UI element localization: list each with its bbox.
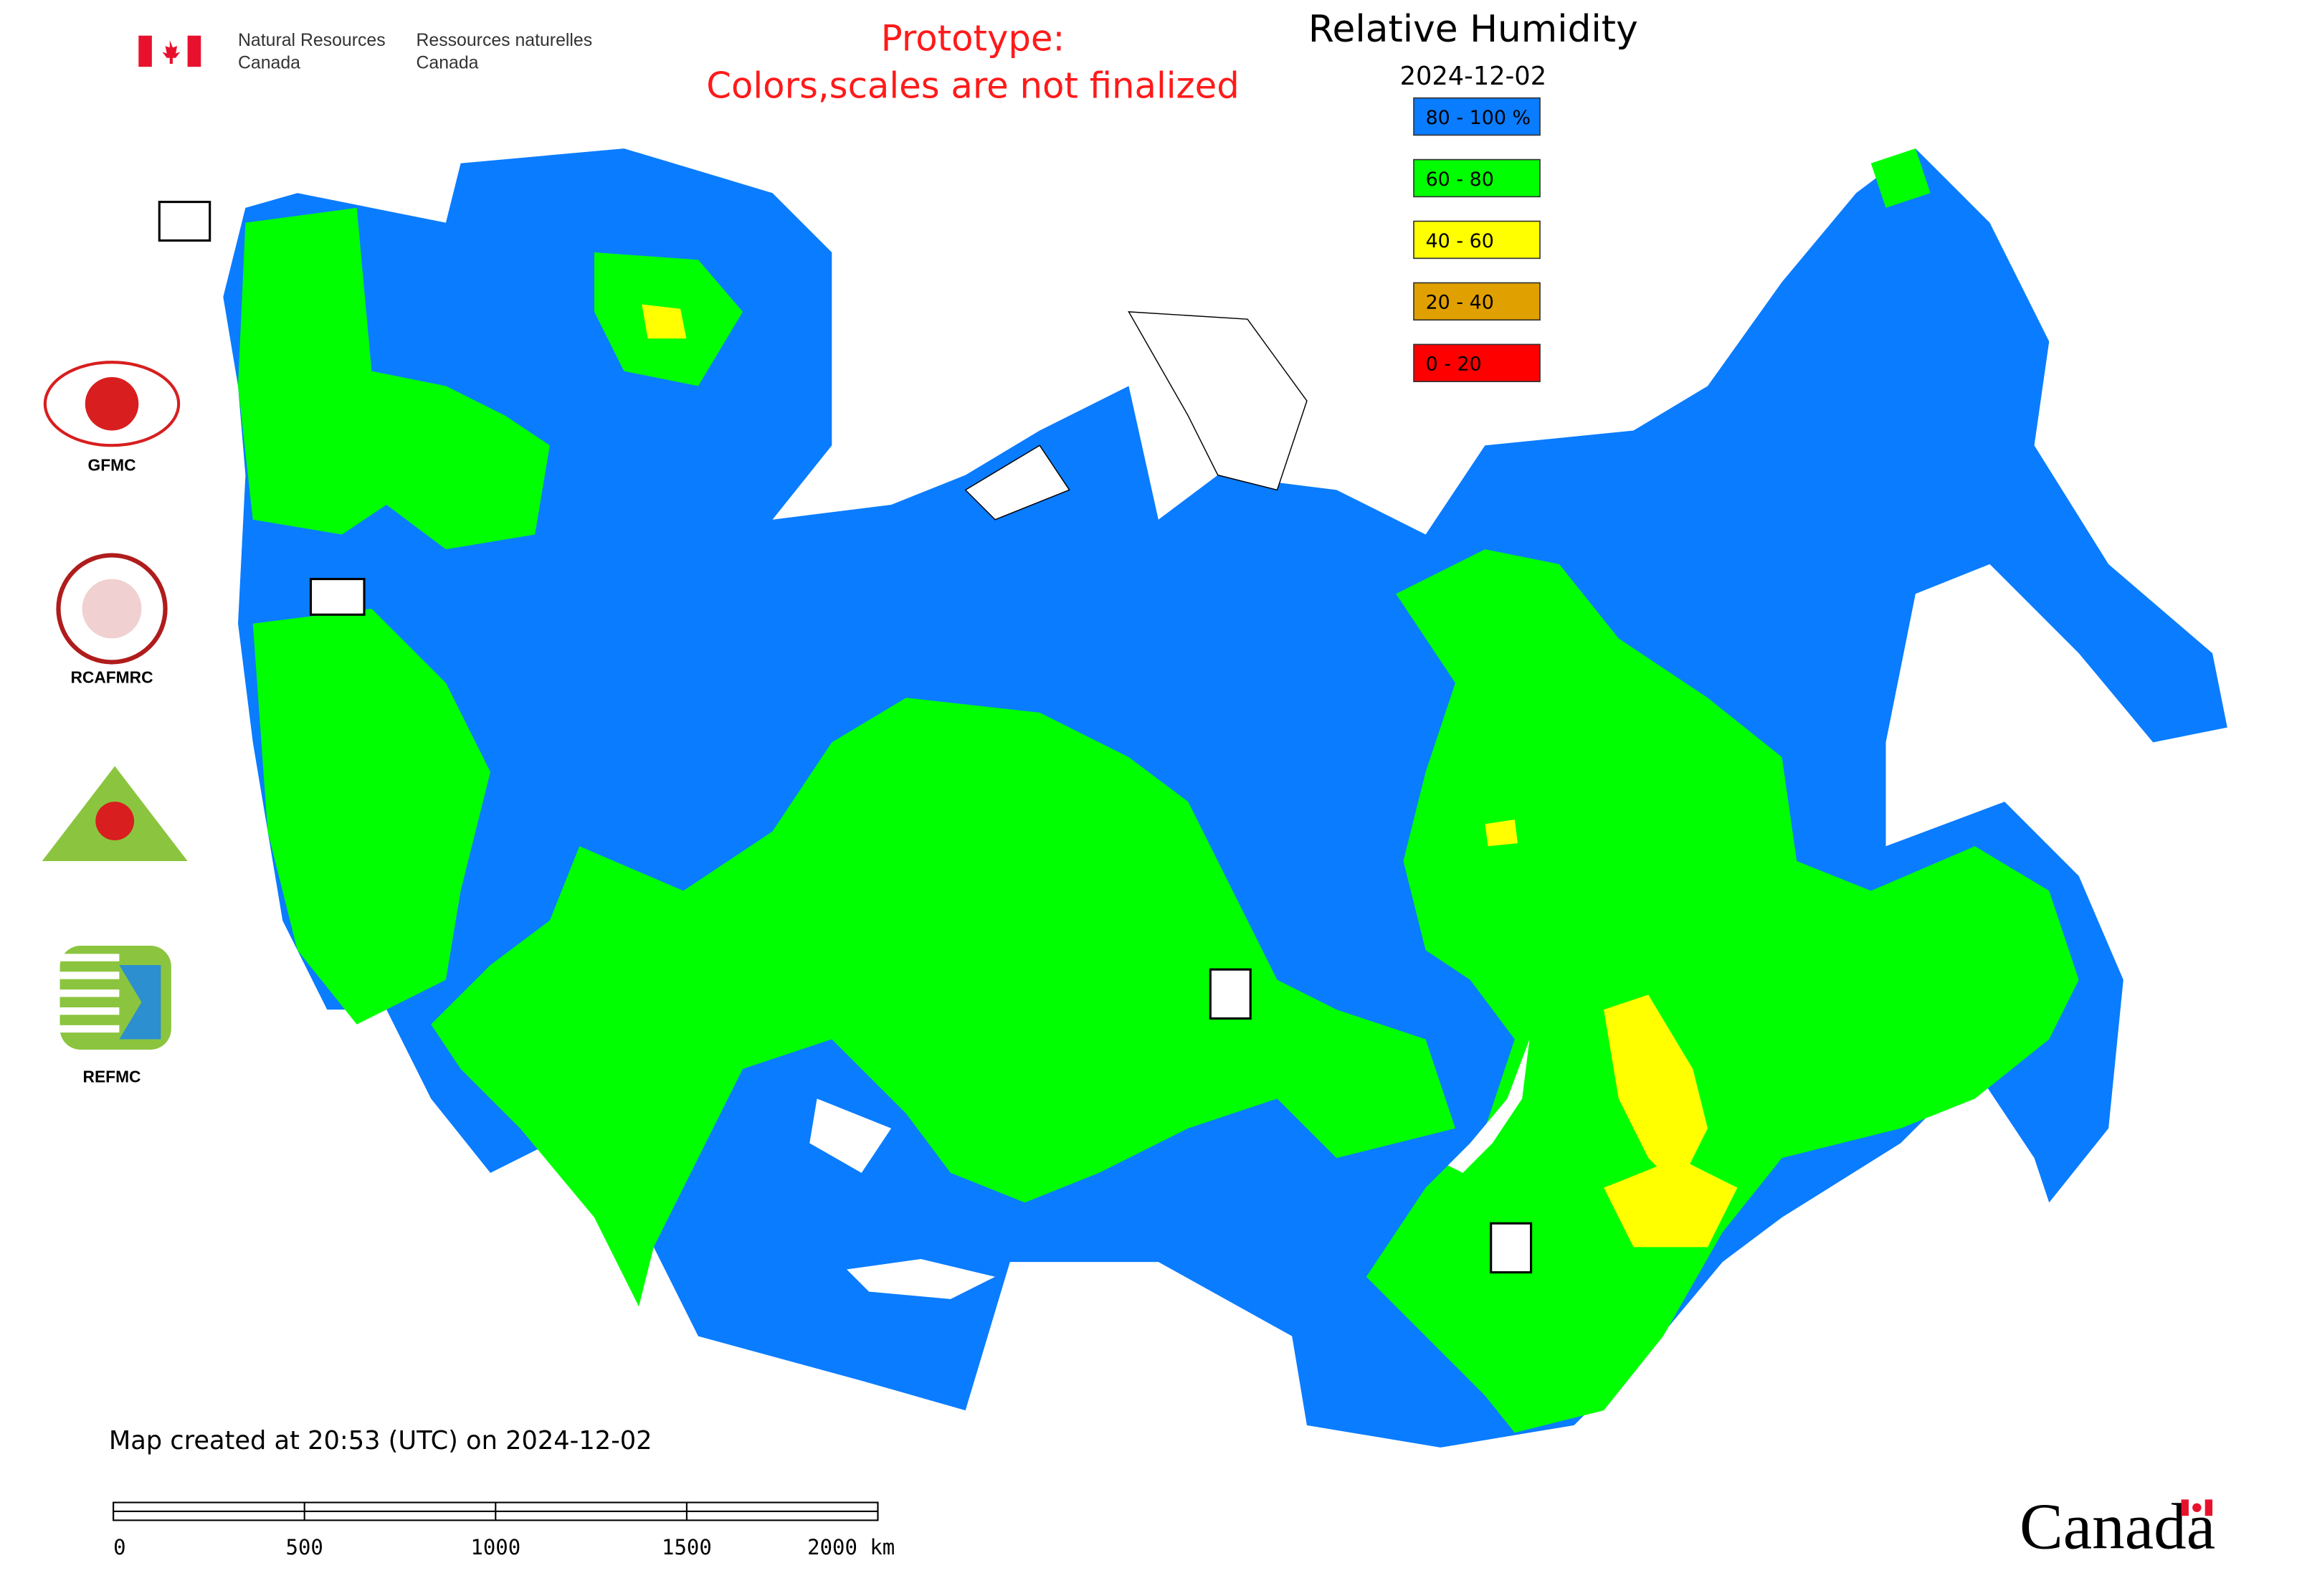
flag-bar: [2181, 1499, 2189, 1516]
legend-swatch: [1413, 158, 1541, 198]
lake: [1447, 1039, 1530, 1173]
wordmark-flag: [2181, 1499, 2213, 1516]
region: [1604, 1158, 1738, 1248]
flag-bar: [2205, 1499, 2213, 1516]
scale-label: 1000: [470, 1535, 520, 1559]
scale-label: 1500: [662, 1535, 712, 1559]
legend-swatch: [1413, 343, 1541, 382]
region: [1870, 148, 1931, 208]
agency-en: Natural Resources: [238, 31, 386, 50]
region: [238, 207, 550, 550]
legend: 80 - 100 % 60 - 80 40 - 60 20 - 40 0 - 20: [1413, 97, 1541, 382]
lake: [847, 1258, 996, 1299]
logo-gfmc: GFMC: [43, 361, 181, 474]
logo-caption: RCAFMRC: [70, 668, 153, 687]
flag-bar: [187, 35, 201, 67]
prototype-notice: Colors,scales are not finalized: [706, 65, 1239, 107]
logo-emblem: [85, 376, 139, 431]
creation-note: Map created at 20:53 (UTC) on 2024-12-02: [109, 1426, 652, 1455]
region: [1366, 549, 2079, 1433]
agency-fr: Canada: [417, 53, 479, 72]
prototype-notice: Prototype:: [881, 17, 1065, 59]
region: [1604, 994, 1708, 1188]
agency-en: Canada: [238, 53, 300, 72]
map-regions: [223, 148, 2227, 1448]
map-date: 2024-12-02: [1400, 62, 1547, 91]
legend-swatch: [1413, 282, 1541, 321]
logo-caption: REFMC: [83, 1068, 141, 1086]
scale-label: 2000 km: [807, 1535, 895, 1559]
legend-label: 0 - 20: [1426, 353, 1482, 376]
logo-caption: GFMC: [87, 455, 135, 474]
maple-leaf: [2192, 1503, 2202, 1513]
logo-emblem: [119, 964, 161, 1040]
region: [431, 698, 1455, 1307]
scale-label: 500: [286, 1535, 323, 1559]
flag-bar: [138, 35, 152, 67]
legend-swatch: [1413, 97, 1541, 136]
logo-refmc: REFMC: [60, 946, 171, 1086]
center-marker: [1209, 968, 1252, 1020]
map-title: Relative Humidity: [1308, 8, 1638, 51]
legend-label: 20 - 40: [1426, 292, 1494, 314]
scale-label: 0: [113, 1535, 125, 1559]
scale-bar: 0 500 1000 1500 2000 km: [113, 1501, 895, 1559]
center-marker: [1490, 1222, 1533, 1274]
center-marker: [158, 201, 211, 242]
center-marker: [309, 578, 366, 616]
arctic-islands: [964, 311, 1308, 521]
region: [1485, 820, 1518, 847]
logo-reefmc: [42, 766, 188, 862]
maple-leaf: [162, 39, 181, 65]
legend-label: 60 - 80: [1426, 168, 1494, 191]
legend-swatch: [1413, 220, 1541, 260]
logo-emblem: [82, 579, 142, 639]
region: [252, 608, 491, 1025]
logo-stripes: [60, 954, 120, 1033]
logo-emblem: [95, 802, 135, 841]
nrcan-signature: Natural Resources Canada Ressources natu…: [138, 31, 592, 72]
logo-rcafmrc: RCAFMRC: [56, 553, 168, 687]
map-markers: [158, 201, 1533, 1274]
agency-fr: Ressources naturelles: [417, 31, 593, 50]
region: [642, 304, 687, 339]
lake: [809, 1098, 892, 1173]
legend-label: 80 - 100 %: [1426, 107, 1531, 129]
legend-label: 40 - 60: [1426, 230, 1494, 252]
